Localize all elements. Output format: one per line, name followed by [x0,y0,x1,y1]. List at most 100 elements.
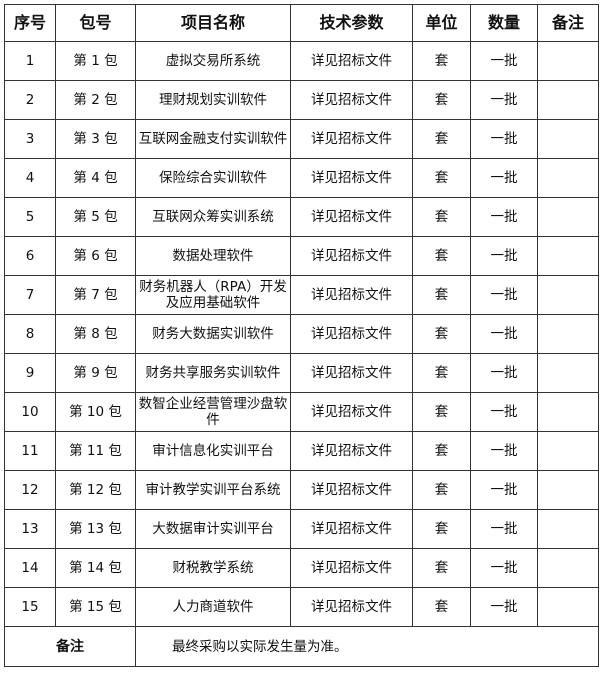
cell-spec: 详见招标文件 [290,587,413,627]
cell-row-number: 4 [4,158,56,198]
cell-spec: 详见招标文件 [290,470,413,510]
cell-row-number: 7 [4,275,56,315]
table-row: 10 第 10 包数智企业经营管理沙盘软件 详见招标文件套一批 [4,392,599,432]
table-row: 14 第 14 包财税教学系统 详见招标文件套一批 [4,548,599,588]
cell-package-number: 第 11 包 [55,431,136,471]
cell-project-name: 人力商道软件 [135,587,291,627]
cell-package-number: 第 8 包 [55,314,136,354]
cell-spec: 详见招标文件 [290,509,413,549]
cell-remark [537,548,599,588]
cell-package-number: 第 15 包 [55,587,136,627]
cell-unit: 套 [412,392,471,432]
table-row: 13 第 13 包大数据审计实训平台 详见招标文件套一批 [4,509,599,549]
cell-spec: 详见招标文件 [290,158,413,198]
cell-spec: 详见招标文件 [290,431,413,471]
cell-row-number: 11 [4,431,56,471]
cell-spec: 详见招标文件 [290,119,413,159]
cell-row-number: 15 [4,587,56,627]
header-package: 包号 [55,4,136,42]
cell-quantity: 一批 [470,314,538,354]
cell-remark [537,587,599,627]
cell-unit: 套 [412,41,471,81]
cell-project-name: 财务共享服务实训软件 [135,353,291,393]
cell-project-name: 虚拟交易所系统 [135,41,291,81]
cell-spec: 详见招标文件 [290,41,413,81]
cell-quantity: 一批 [470,470,538,510]
cell-row-number: 8 [4,314,56,354]
cell-remark [537,119,599,159]
cell-project-name: 保险综合实训软件 [135,158,291,198]
cell-package-number: 第 14 包 [55,548,136,588]
cell-row-number: 9 [4,353,56,393]
cell-project-name: 审计信息化实训平台 [135,431,291,471]
cell-project-name: 财税教学系统 [135,548,291,588]
cell-quantity: 一批 [470,119,538,159]
cell-unit: 套 [412,236,471,276]
cell-quantity: 一批 [470,353,538,393]
cell-remark [537,509,599,549]
cell-remark [537,392,599,432]
cell-unit: 套 [412,119,471,159]
cell-row-number: 6 [4,236,56,276]
cell-row-number: 1 [4,41,56,81]
header-no: 序号 [4,4,56,42]
cell-project-name: 财务大数据实训软件 [135,314,291,354]
header-spec: 技术参数 [290,4,413,42]
cell-package-number: 第 3 包 [55,119,136,159]
cell-spec: 详见招标文件 [290,80,413,120]
cell-unit: 套 [412,80,471,120]
cell-remark [537,275,599,315]
cell-spec: 详见招标文件 [290,392,413,432]
cell-row-number: 10 [4,392,56,432]
cell-project-name: 理财规划实训软件 [135,80,291,120]
cell-row-number: 3 [4,119,56,159]
cell-project-name: 财务机器人（RPA）开发及应用基础软件 [135,275,291,315]
cell-project-name: 审计教学实训平台系统 [135,470,291,510]
cell-package-number: 第 10 包 [55,392,136,432]
cell-spec: 详见招标文件 [290,353,413,393]
cell-quantity: 一批 [470,548,538,588]
cell-package-number: 第 9 包 [55,353,136,393]
cell-unit: 套 [412,548,471,588]
cell-project-name: 数据处理软件 [135,236,291,276]
header-unit: 单位 [412,4,471,42]
cell-spec: 详见招标文件 [290,314,413,354]
cell-unit: 套 [412,587,471,627]
cell-spec: 详见招标文件 [290,548,413,588]
cell-quantity: 一批 [470,431,538,471]
cell-package-number: 第 4 包 [55,158,136,198]
cell-quantity: 一批 [470,197,538,237]
cell-unit: 套 [412,314,471,354]
cell-package-number: 第 13 包 [55,509,136,549]
cell-row-number: 12 [4,470,56,510]
cell-package-number: 第 12 包 [55,470,136,510]
cell-unit: 套 [412,509,471,549]
cell-package-number: 第 1 包 [55,41,136,81]
table-row: 11 第 11 包审计信息化实训平台 详见招标文件套一批 [4,431,599,471]
cell-package-number: 第 7 包 [55,275,136,315]
cell-remark [537,470,599,510]
cell-remark [537,353,599,393]
footer-label: 备注 [4,626,136,667]
cell-quantity: 一批 [470,236,538,276]
cell-package-number: 第 2 包 [55,80,136,120]
cell-spec: 详见招标文件 [290,197,413,237]
cell-quantity: 一批 [470,275,538,315]
cell-remark [537,197,599,237]
table-row: 15 第 15 包人力商道软件 详见招标文件套一批 [4,587,599,627]
cell-quantity: 一批 [470,587,538,627]
cell-unit: 套 [412,470,471,510]
cell-remark [537,431,599,471]
cell-project-name: 数智企业经营管理沙盘软件 [135,392,291,432]
cell-unit: 套 [412,158,471,198]
cell-quantity: 一批 [470,80,538,120]
cell-unit: 套 [412,353,471,393]
cell-package-number: 第 6 包 [55,236,136,276]
